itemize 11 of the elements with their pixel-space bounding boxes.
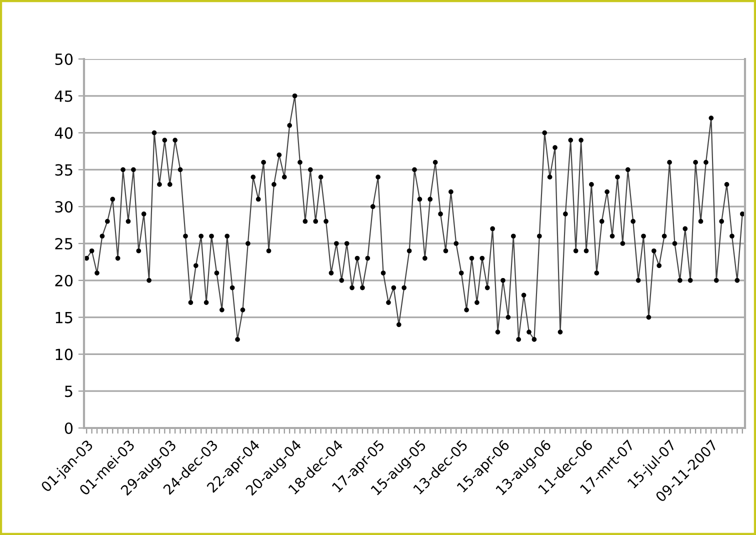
y-tick-label: 5: [65, 386, 72, 398]
y-tick-label: 45: [54, 90, 72, 102]
y-tick-label: 50: [55, 53, 73, 66]
y-tick-label: 0: [64, 422, 73, 434]
y-tick-label: 15: [56, 312, 72, 324]
y-tick-label: 40: [54, 127, 73, 139]
y-tick-label: 10: [56, 348, 73, 360]
y-tick-label: 30: [55, 201, 73, 213]
y-tick-label: 25: [55, 238, 72, 250]
y-tick-label: 20: [55, 274, 73, 286]
y-tick-label: 35: [55, 164, 72, 176]
